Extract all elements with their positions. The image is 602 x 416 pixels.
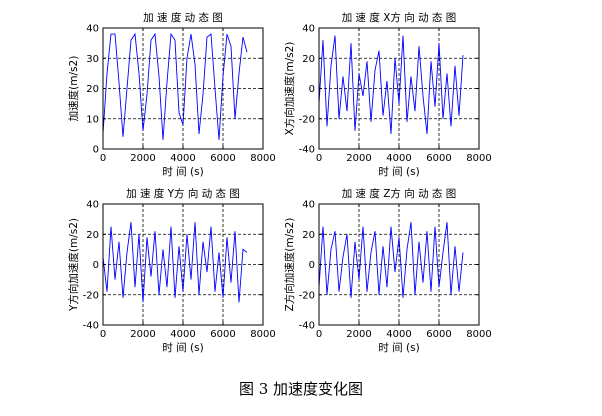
x-axis-label: 时 间 (s) — [378, 165, 419, 178]
x-tick-label: 2000 — [130, 153, 155, 164]
series-line — [318, 222, 464, 298]
x-tick-label: 0 — [316, 329, 322, 340]
x-tick-label: 2000 — [346, 153, 371, 164]
x-tick-label: 4000 — [170, 153, 195, 164]
x-tick-label: 8000 — [250, 329, 275, 340]
chart-title: 加 速 度 Z方 向 动 态 图 — [342, 187, 457, 200]
y-tick-label: 0 — [309, 84, 315, 95]
chart-panel-4: 0 2000 4000 6000 8000 -40 -20 0 20 40 加 速 度 Z方 向 动… — [283, 187, 492, 354]
y-axis-label: Y方向加速度(m/s2) — [67, 218, 80, 312]
x-tick-label: 0 — [100, 329, 106, 340]
y-tick-label: 0 — [93, 260, 99, 271]
x-tick-label: 2000 — [346, 329, 371, 340]
y-tick-label: 0 — [93, 145, 99, 156]
x-tick-label: 0 — [316, 153, 322, 164]
x-tick-label: 6000 — [210, 329, 235, 340]
x-tick-label: 4000 — [170, 329, 195, 340]
x-tick-label: 4000 — [386, 329, 411, 340]
y-tick-label: -40 — [299, 321, 315, 332]
x-tick-label: 8000 — [466, 329, 491, 340]
chart-title: 加 速 度 Y方 向 动 态 图 — [126, 187, 240, 200]
y-tick-label: 10 — [86, 114, 99, 125]
x-tick-label: 6000 — [210, 153, 235, 164]
y-tick-label: 30 — [86, 54, 99, 65]
y-tick-label: 20 — [86, 84, 99, 95]
series-line — [102, 32, 248, 140]
x-axis-label: 时 间 (s) — [162, 341, 203, 354]
x-tick-label: 8000 — [250, 153, 275, 164]
x-axis-label: 时 间 (s) — [378, 341, 419, 354]
series-line — [318, 35, 464, 134]
chart-panel-2: 0 2000 4000 6000 8000 -40 -20 0 20 40 加 速 度 X方 向 动… — [283, 11, 492, 178]
series-line — [102, 222, 248, 303]
chart-title: 加 速 度 动 态 图 — [143, 11, 223, 24]
y-tick-label: 20 — [302, 230, 315, 241]
y-tick-label: 0 — [309, 260, 315, 271]
y-tick-label: -20 — [299, 114, 315, 125]
x-tick-label: 0 — [100, 153, 106, 164]
y-tick-label: 40 — [86, 24, 99, 35]
y-tick-label: -20 — [83, 290, 99, 301]
chart-panel-1: 0 2000 4000 6000 8000 0 10 20 30 40 加 速 度 动 态 图时 间… — [67, 11, 276, 178]
y-axis-label: Z方向加速度(m/s2) — [283, 218, 296, 312]
figure-caption: 图 3 加速度变化图 — [238, 380, 364, 398]
y-tick-label: 20 — [86, 230, 99, 241]
y-tick-label: 40 — [302, 24, 315, 35]
x-axis-label: 时 间 (s) — [162, 165, 203, 178]
chart-title: 加 速 度 X方 向 动 态 图 — [342, 11, 457, 24]
y-tick-label: -40 — [83, 321, 99, 332]
y-tick-label: -40 — [299, 145, 315, 156]
chart-panel-3: 0 2000 4000 6000 8000 -40 -20 0 20 40 加 速 度 Y方 向 动… — [67, 187, 276, 354]
x-tick-label: 6000 — [426, 329, 451, 340]
x-tick-label: 6000 — [426, 153, 451, 164]
y-axis-label: 加速度(m/s2) — [67, 56, 80, 122]
y-tick-label: -20 — [299, 290, 315, 301]
x-tick-label: 4000 — [386, 153, 411, 164]
x-tick-label: 8000 — [466, 153, 491, 164]
y-axis-label: X方向加速度(m/s2) — [283, 42, 296, 136]
y-tick-label: 20 — [302, 54, 315, 65]
y-tick-label: 40 — [302, 200, 315, 211]
y-tick-label: 40 — [86, 200, 99, 211]
x-tick-label: 2000 — [130, 329, 155, 340]
